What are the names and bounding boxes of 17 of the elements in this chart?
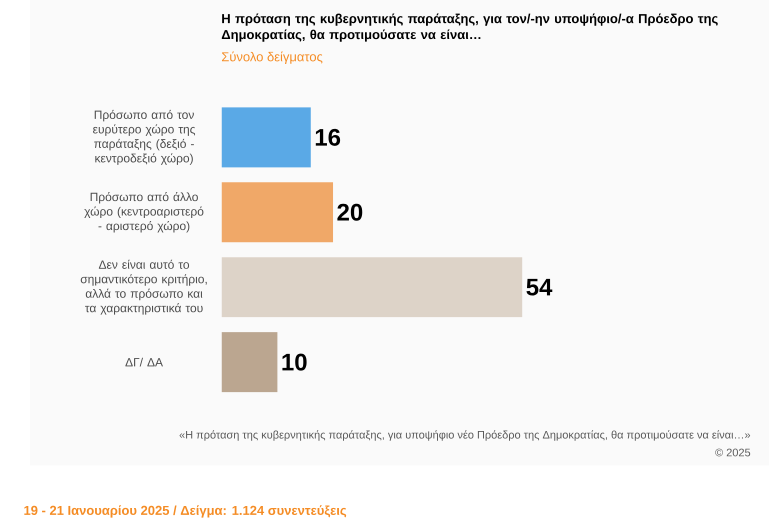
y-tick-label: ΔΓ/ ΔΑ xyxy=(125,358,163,366)
y-tick-label: Πρόσωπο από άλλο χώρο (κεντροαριστερό - αριστερό χώρο) xyxy=(84,192,204,232)
data-label: 20 xyxy=(337,204,362,221)
text: «Η πρόταση της κυβερνητικής παράταξης, για υποψήφιο νέο Πρόεδρο της Δημοκρατίας, θα προτιμούσατε να είναι…» xyxy=(180,430,750,441)
text: © 2025 xyxy=(715,448,750,456)
bar xyxy=(222,332,278,392)
bar xyxy=(222,107,311,168)
chart-subtitle: Σύνολο δείγματος xyxy=(222,51,322,64)
bar xyxy=(222,182,334,242)
text: 19 - 21 Ιανουαρίου 2025 / Δείγμα: 1.124 συνεντεύξεις xyxy=(24,505,346,518)
bar xyxy=(222,257,522,317)
chart-title: Η πρόταση της κυβερνητικής παράταξης, για τον/-ην υποψήφιο/-α Πρόεδρο της Δημοκρατίας, θα προτιμούσατε να είναι… xyxy=(222,13,718,42)
data-label: 10 xyxy=(282,353,307,370)
y-tick-label: Πρόσωπο από τον ευρύτερο χώρο της παράταξης (δεξιό - κεντροδεξιό χώρο) xyxy=(93,110,196,165)
data-label: 54 xyxy=(526,278,552,296)
y-tick-label: Δεν είναι αυτό το σημαντικότερο κριτήριο, αλλά το πρόσωπο και τα χαρακτηριστικά του xyxy=(80,260,207,314)
data-label: 16 xyxy=(316,128,340,146)
